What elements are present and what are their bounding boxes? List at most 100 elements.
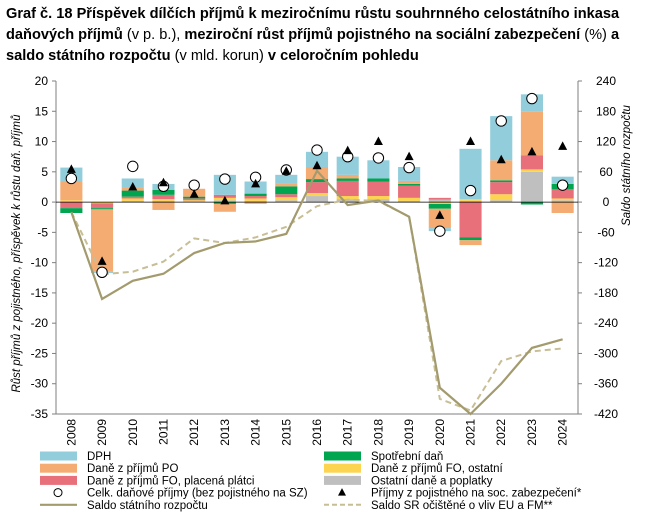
bar-dph bbox=[459, 148, 482, 200]
left-tick-label: 15 bbox=[35, 104, 49, 118]
bar-po bbox=[60, 181, 83, 201]
bar-po bbox=[398, 180, 421, 184]
pojistne-marker bbox=[220, 195, 230, 205]
bar-dph bbox=[398, 166, 421, 181]
bar-spotrebni bbox=[244, 193, 267, 197]
bar-spotrebni bbox=[91, 208, 114, 210]
bar-ostatni bbox=[275, 200, 298, 203]
title-part: meziroční růst příjmů pojistného na soci… bbox=[184, 27, 581, 43]
celk-danove-prijmy-marker bbox=[311, 144, 323, 156]
left-tick-label: -15 bbox=[31, 286, 49, 300]
bar-fo_ostatni bbox=[398, 197, 421, 201]
right-tick-label: 0 bbox=[603, 195, 610, 209]
legend-label: Daně z příjmů FO, placená plátci bbox=[87, 475, 254, 487]
bar-fo_ostatni bbox=[244, 198, 267, 201]
legend-swatch-fo_placena bbox=[40, 475, 77, 485]
bar-spotrebni bbox=[121, 190, 144, 197]
left-tick-label: 0 bbox=[41, 195, 48, 209]
legend-label: Celk. daňové příjmy (bez pojistného na S… bbox=[87, 488, 308, 500]
bar-fo_placena bbox=[305, 182, 329, 194]
saldo-line bbox=[70, 168, 563, 416]
right-tick-label: 180 bbox=[596, 104, 616, 118]
right-axis-title: Saldo státního rozpočtu bbox=[621, 104, 633, 225]
bar-fo_ostatni bbox=[183, 200, 206, 203]
celk-danove-prijmy-marker bbox=[96, 266, 108, 279]
legend-circle-icon bbox=[53, 488, 63, 498]
saldo-sr-line bbox=[70, 198, 563, 412]
bar-fo_ostatni bbox=[428, 202, 451, 204]
x-tick-label: 2018 bbox=[371, 419, 385, 446]
bar-spotrebni bbox=[367, 178, 390, 182]
left-tick-label: 20 bbox=[35, 74, 49, 88]
x-tick-label: 2013 bbox=[218, 419, 232, 446]
bar-dph bbox=[244, 181, 267, 194]
bar-fo_ostatni bbox=[60, 200, 83, 203]
x-tick-label: 2020 bbox=[433, 419, 447, 446]
bar-dph bbox=[490, 116, 513, 161]
pojistne-marker bbox=[527, 146, 537, 156]
bar-fo_ostatni bbox=[305, 193, 329, 197]
celk-danove-prijmy-marker bbox=[65, 172, 78, 185]
celk-danove-prijmy-marker bbox=[403, 161, 415, 174]
legend-label: Spotřební daň bbox=[371, 451, 443, 463]
bar-fo_ostatni bbox=[459, 199, 482, 201]
left-tick-label: -10 bbox=[31, 256, 49, 270]
left-tick-label: -25 bbox=[31, 346, 49, 360]
bar-fo_placena bbox=[121, 196, 144, 199]
title-part: (%) bbox=[580, 27, 611, 43]
bar-ostatni bbox=[428, 199, 451, 203]
bar-po bbox=[490, 160, 513, 181]
x-tick-label: 2019 bbox=[402, 419, 416, 446]
legend-label: Daně z příjmů FO, ostatní bbox=[371, 463, 503, 475]
right-tick-label: -300 bbox=[594, 346, 618, 360]
x-tick-label: 2024 bbox=[556, 419, 570, 446]
x-tick-label: 2022 bbox=[494, 419, 508, 446]
pojistne-marker bbox=[312, 160, 322, 170]
x-tick-label: 2015 bbox=[279, 419, 293, 446]
left-tick-label: -20 bbox=[31, 316, 49, 330]
bar-ostatni bbox=[121, 200, 144, 203]
legend-label: Saldo státního rozpočtu bbox=[87, 500, 208, 512]
legend-label: Saldo SR očištěné o vliv EU a FM** bbox=[371, 500, 553, 512]
left-tick-label: -35 bbox=[31, 407, 49, 421]
bar-po bbox=[520, 111, 543, 156]
legend-label: Příjmy z pojistného na soc. zabezpečení* bbox=[371, 488, 582, 500]
bar-ostatni bbox=[520, 171, 543, 203]
pojistne-marker bbox=[97, 256, 107, 265]
right-tick-label: 120 bbox=[596, 135, 616, 149]
pojistne-marker bbox=[496, 154, 506, 164]
x-tick-label: 2014 bbox=[249, 419, 263, 446]
bar-spotrebni bbox=[398, 183, 421, 186]
bar-ostatni bbox=[152, 200, 175, 203]
pojistne-marker bbox=[158, 177, 168, 187]
bar-spotrebni bbox=[152, 189, 175, 195]
bar-po bbox=[336, 174, 359, 179]
right-tick-label: -180 bbox=[594, 286, 618, 300]
bar-fo_ostatni bbox=[152, 199, 175, 201]
pojistne-marker bbox=[435, 210, 445, 219]
bar-po bbox=[91, 209, 114, 272]
bar-fo_placena bbox=[275, 194, 298, 198]
right-tick-label: 240 bbox=[596, 74, 616, 88]
x-tick-label: 2017 bbox=[341, 419, 355, 446]
legend-swatch-spotrebni bbox=[324, 451, 361, 461]
right-tick-label: -360 bbox=[594, 377, 618, 391]
bar-po bbox=[213, 203, 236, 212]
bar-ostatni bbox=[551, 200, 574, 203]
bar-spotrebni bbox=[336, 178, 359, 181]
bar-fo_placena bbox=[490, 182, 513, 195]
bar-fo_placena bbox=[60, 202, 83, 209]
bar-ostatni bbox=[398, 200, 421, 203]
bar-spotrebni bbox=[459, 237, 482, 241]
bar-fo_ostatni bbox=[121, 198, 144, 201]
bar-po bbox=[459, 240, 482, 246]
bar-fo_placena bbox=[367, 181, 390, 197]
bar-ostatni bbox=[244, 200, 267, 203]
celk-danove-prijmy-marker bbox=[556, 179, 569, 191]
celk-danove-prijmy-marker bbox=[526, 92, 538, 105]
celk-danove-prijmy-marker bbox=[434, 225, 446, 237]
celk-danove-prijmy-marker bbox=[495, 115, 507, 127]
bar-fo_placena bbox=[398, 185, 421, 198]
x-tick-label: 2021 bbox=[464, 419, 478, 446]
bar-spotrebni bbox=[490, 180, 513, 183]
